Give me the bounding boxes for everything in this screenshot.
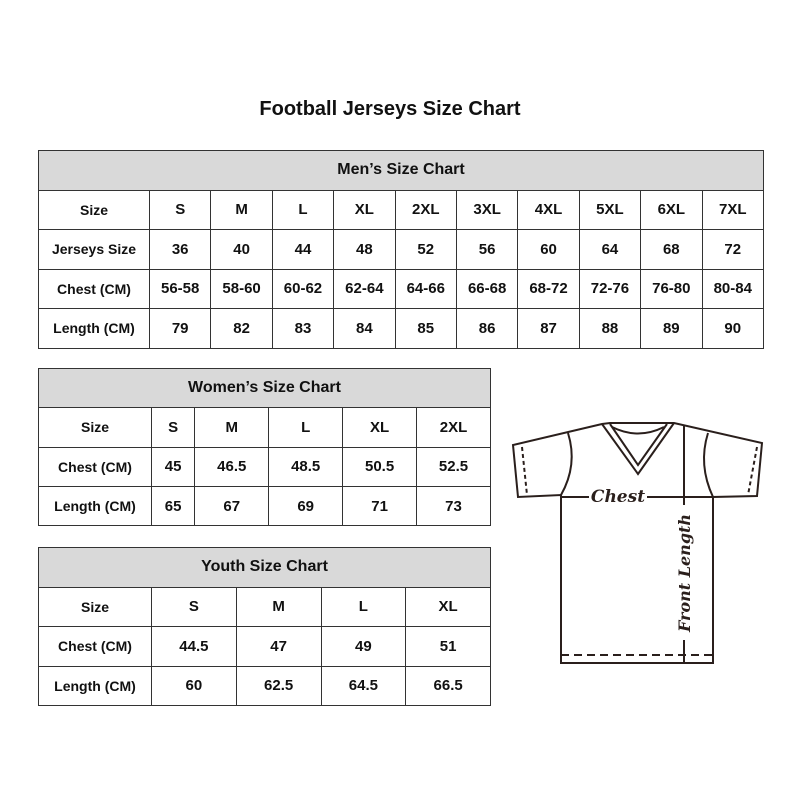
page-title: Football Jerseys Size Chart <box>259 98 521 120</box>
row-label: Length (CM) <box>38 485 152 527</box>
table-cell: 7XL <box>701 189 765 230</box>
table-row: Size S M L XL <box>38 586 491 627</box>
table-row: Length (CM) 65 67 69 71 73 <box>38 485 491 527</box>
table-row: Chest (CM) 44.5 47 49 51 <box>38 626 491 667</box>
table-cell: 68 <box>640 229 703 270</box>
table-cell: 6XL <box>640 189 703 230</box>
table-cell: 60 <box>151 665 237 706</box>
table-row: Chest (CM) 45 46.5 48.5 50.5 52.5 <box>38 446 491 487</box>
front-length-label: Front Length <box>675 514 694 633</box>
table-row: Size S M L XL 2XL 3XL 4XL 5XL 6XL 7XL <box>38 189 765 230</box>
table-cell: L <box>320 586 407 627</box>
table-cell: M <box>194 407 270 448</box>
row-label: Length (CM) <box>38 308 150 349</box>
row-label: Size <box>38 407 152 448</box>
table-cell: 60-62 <box>271 268 335 309</box>
table-cell: 68-72 <box>517 268 580 309</box>
table-cell: 62-64 <box>333 268 396 309</box>
table-cell: 90 <box>701 308 765 349</box>
youth-size-table: Youth Size Chart Size S M L XL Chest (CM) 44.5 4… <box>38 547 491 706</box>
collar-outer <box>601 422 675 476</box>
table-cell: 88 <box>578 308 642 349</box>
table-cell: 45 <box>150 446 196 487</box>
table-cell: 86 <box>455 308 519 349</box>
table-caption: Men’s Size Chart <box>38 150 764 191</box>
chest-label: Chest <box>591 487 645 507</box>
table-cell: 60 <box>517 229 580 270</box>
table-cell: 36 <box>148 229 212 270</box>
table-cell: 51 <box>405 626 491 667</box>
table-row: Length (CM) 79 82 83 84 85 86 87 88 89 90 <box>38 308 765 349</box>
table-cell: XL <box>342 407 418 448</box>
table-cell: 87 <box>517 308 580 349</box>
table-cell: M <box>235 586 322 627</box>
table-cell: 85 <box>394 308 457 349</box>
table-cell: L <box>271 189 335 230</box>
table-cell: XL <box>405 586 491 627</box>
table-cell: 44.5 <box>151 626 237 667</box>
table-cell: 67 <box>194 485 270 527</box>
table-cell: 72-76 <box>578 268 642 309</box>
table-cell: 47 <box>235 626 322 667</box>
table-cell: 69 <box>268 485 344 527</box>
table-cell: 48.5 <box>268 446 344 487</box>
table-caption: Women’s Size Chart <box>38 367 491 409</box>
jersey-outline <box>511 422 764 664</box>
row-label: Length (CM) <box>38 665 152 706</box>
table-row: Size S M L XL 2XL <box>38 407 491 448</box>
table-cell: 79 <box>148 308 212 349</box>
table-row: Length (CM) 60 62.5 64.5 66.5 <box>38 665 491 706</box>
table-cell: 56-58 <box>148 268 212 309</box>
row-label: Size <box>38 586 152 627</box>
table-cell: 73 <box>416 485 491 527</box>
table-cell: 82 <box>210 308 273 349</box>
table-cell: 49 <box>320 626 407 667</box>
table-cell: 50.5 <box>342 446 418 487</box>
table-caption: Youth Size Chart <box>38 547 491 588</box>
table-cell: L <box>268 407 344 448</box>
table-cell: 80-84 <box>701 268 765 309</box>
table-cell: 44 <box>271 229 335 270</box>
table-cell: 65 <box>150 485 196 527</box>
table-cell: 64.5 <box>320 665 407 706</box>
table-cell: S <box>150 407 196 448</box>
table-row: Jerseys Size 36 40 44 48 52 56 60 64 68 72 <box>38 229 765 270</box>
right-sleeve-seam <box>703 432 714 498</box>
row-label: Chest (CM) <box>38 626 152 667</box>
table-cell: 2XL <box>416 407 491 448</box>
table-cell: 66.5 <box>405 665 491 706</box>
table-cell: 76-80 <box>640 268 703 309</box>
table-cell: 62.5 <box>235 665 322 706</box>
table-cell: 48 <box>333 229 396 270</box>
collar-inner <box>609 423 668 467</box>
table-cell: S <box>151 586 237 627</box>
table-cell: 84 <box>333 308 396 349</box>
table-cell: 5XL <box>578 189 642 230</box>
table-cell: 66-68 <box>455 268 519 309</box>
collar-back <box>611 426 665 435</box>
left-sleeve-seam <box>560 432 573 496</box>
mens-size-table: Men’s Size Chart Size S M L XL 2XL 3XL 4XL 5XL 6XL… <box>38 150 765 349</box>
table-cell: 52.5 <box>416 446 491 487</box>
table-cell: 40 <box>210 229 273 270</box>
table-cell: 71 <box>342 485 418 527</box>
table-cell: XL <box>333 189 396 230</box>
row-label: Chest (CM) <box>38 446 152 487</box>
womens-size-table: Women’s Size Chart Size S M L XL 2XL Chest (CM)… <box>38 367 491 527</box>
